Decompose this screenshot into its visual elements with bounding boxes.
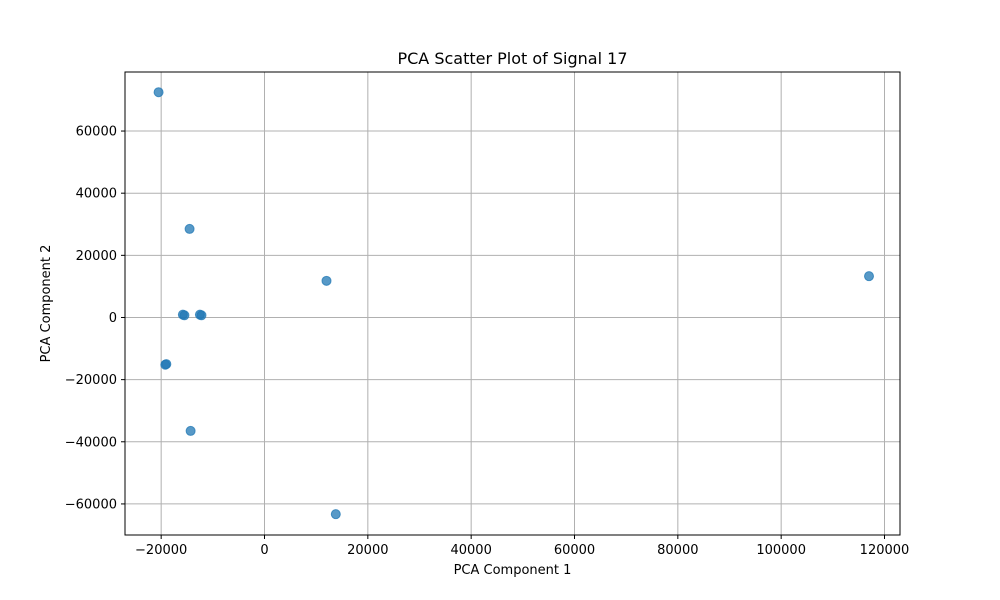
x-tick-label: 0 — [260, 543, 268, 558]
y-tick-label: −40000 — [65, 435, 117, 450]
x-tick-label: 80000 — [657, 543, 698, 558]
y-axis-ticks: −60000 −40000 −20000 0 20000 40000 60000 — [65, 125, 125, 512]
scatter-point — [864, 271, 874, 282]
y-axis-label: PCA Component 2 — [39, 245, 54, 363]
y-tick-label: −20000 — [65, 373, 117, 388]
scatter-points — [153, 87, 874, 520]
x-tick-label: 60000 — [554, 543, 595, 558]
x-tick-label: 40000 — [450, 543, 491, 558]
x-axis-label: PCA Component 1 — [454, 563, 572, 578]
scatter-point — [184, 223, 195, 234]
chart-title: PCA Scatter Plot of Signal 17 — [397, 49, 627, 68]
y-tick-label: 40000 — [76, 187, 117, 202]
y-tick-label: 0 — [109, 311, 117, 326]
x-tick-label: 120000 — [860, 543, 910, 558]
y-tick-label: −60000 — [65, 497, 117, 512]
scatter-point — [153, 87, 164, 98]
scatter-point — [330, 509, 341, 520]
x-axis-ticks: −20000 0 20000 40000 60000 80000 100000 120000 — [135, 535, 909, 558]
scatter-point — [161, 359, 172, 370]
scatter-point — [185, 425, 196, 436]
x-tick-label: −20000 — [135, 543, 187, 558]
scatter-point — [321, 275, 332, 286]
scatter-point — [196, 310, 207, 321]
plot-frame — [124, 71, 901, 536]
scatter-point — [179, 310, 190, 321]
y-tick-label: 60000 — [76, 125, 117, 140]
x-tick-label: 100000 — [756, 543, 806, 558]
y-tick-label: 20000 — [76, 249, 117, 264]
grid — [125, 72, 900, 535]
x-tick-label: 20000 — [347, 543, 388, 558]
